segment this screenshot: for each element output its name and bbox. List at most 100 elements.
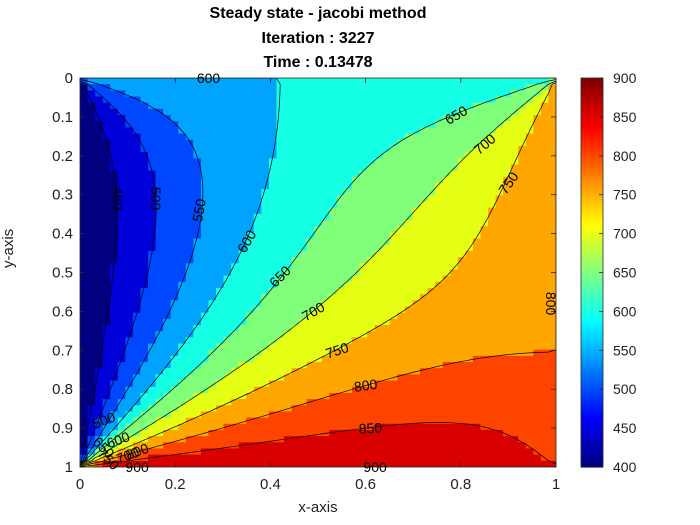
field-cell xyxy=(223,84,232,91)
field-cell xyxy=(367,448,376,456)
field-cell xyxy=(163,429,172,437)
field-cell xyxy=(336,84,346,91)
field-cell xyxy=(495,275,504,283)
field-cell xyxy=(117,145,126,153)
field-cell xyxy=(200,269,210,277)
field-cell xyxy=(140,454,149,462)
colorbar-segment xyxy=(581,336,603,340)
colorbar-segment xyxy=(581,245,603,249)
field-cell xyxy=(238,312,247,320)
field-cell xyxy=(450,349,459,357)
field-cell xyxy=(87,127,96,135)
field-cell xyxy=(540,275,550,283)
field-cell xyxy=(442,121,451,128)
field-cell xyxy=(276,343,285,351)
field-cell xyxy=(389,423,398,431)
field-cell xyxy=(457,207,466,215)
field-cell xyxy=(533,324,542,332)
field-cell xyxy=(185,257,194,264)
field-cell xyxy=(412,139,421,147)
field-cell xyxy=(95,399,104,406)
field-cell xyxy=(525,368,534,375)
field-cell xyxy=(261,158,270,166)
field-cell xyxy=(299,115,308,122)
field-cell xyxy=(87,102,96,110)
field-cell xyxy=(216,429,225,437)
field-cell xyxy=(329,182,338,190)
field-cell xyxy=(420,448,429,456)
field-cell xyxy=(382,84,391,91)
field-cell xyxy=(246,318,255,326)
field-cell xyxy=(495,318,504,326)
field-cell xyxy=(223,318,232,326)
field-cell xyxy=(389,368,398,375)
field-cell xyxy=(110,349,119,357)
field-cell xyxy=(148,300,157,308)
field-cell xyxy=(397,436,406,443)
field-cell xyxy=(170,287,179,295)
field-cell xyxy=(231,442,240,450)
field-cell xyxy=(533,84,542,91)
field-cell xyxy=(352,121,361,128)
field-cell xyxy=(163,287,172,295)
field-cell xyxy=(480,306,489,314)
field-cell xyxy=(404,164,414,172)
field-cell xyxy=(276,121,285,128)
field-cell xyxy=(95,306,104,314)
field-cell xyxy=(148,102,157,110)
field-cell xyxy=(450,201,459,209)
field-cell xyxy=(306,460,315,467)
field-cell xyxy=(276,139,285,147)
field-cell xyxy=(284,257,293,264)
field-cell xyxy=(480,158,489,166)
field-cell xyxy=(208,374,217,382)
field-cell xyxy=(450,257,459,264)
field-cell xyxy=(246,374,255,382)
field-cell xyxy=(420,195,429,203)
field-cell xyxy=(397,287,406,295)
field-cell xyxy=(238,201,247,209)
field-cell xyxy=(533,399,542,406)
field-cell xyxy=(488,207,497,215)
field-cell xyxy=(102,90,111,98)
field-cell xyxy=(170,436,179,443)
field-cell xyxy=(231,287,240,295)
field-cell xyxy=(102,343,111,351)
field-cell xyxy=(291,374,300,382)
field-cell xyxy=(268,300,278,308)
field-cell xyxy=(404,436,414,443)
field-cell xyxy=(200,380,210,388)
field-cell xyxy=(125,152,134,159)
field-cell xyxy=(231,405,240,413)
field-cell xyxy=(359,164,368,172)
field-cell xyxy=(329,220,338,227)
field-cell xyxy=(261,108,270,116)
field-cell xyxy=(480,90,489,98)
field-cell xyxy=(427,411,436,419)
field-cell xyxy=(465,368,474,375)
field-cell xyxy=(125,306,134,314)
field-cell xyxy=(457,201,466,209)
field-cell xyxy=(480,232,489,240)
field-cell xyxy=(200,238,210,246)
field-cell xyxy=(435,182,444,190)
field-cell xyxy=(261,417,270,425)
field-cell xyxy=(170,368,179,375)
field-cell xyxy=(117,213,126,221)
field-cell xyxy=(132,207,142,215)
field-cell xyxy=(102,399,111,406)
field-cell xyxy=(208,250,217,258)
colorbar-segment xyxy=(581,387,603,392)
field-cell xyxy=(163,392,172,400)
field-cell xyxy=(231,250,240,258)
field-cell xyxy=(367,145,376,153)
field-cell xyxy=(268,170,278,178)
field-cell xyxy=(110,220,119,227)
field-cell xyxy=(488,108,497,116)
field-cell xyxy=(540,460,550,467)
colorbar-tick-label: 850 xyxy=(613,109,637,125)
field-cell xyxy=(132,84,142,91)
field-cell xyxy=(533,460,542,467)
colorbar-segment xyxy=(581,394,603,398)
field-cell xyxy=(95,368,104,375)
